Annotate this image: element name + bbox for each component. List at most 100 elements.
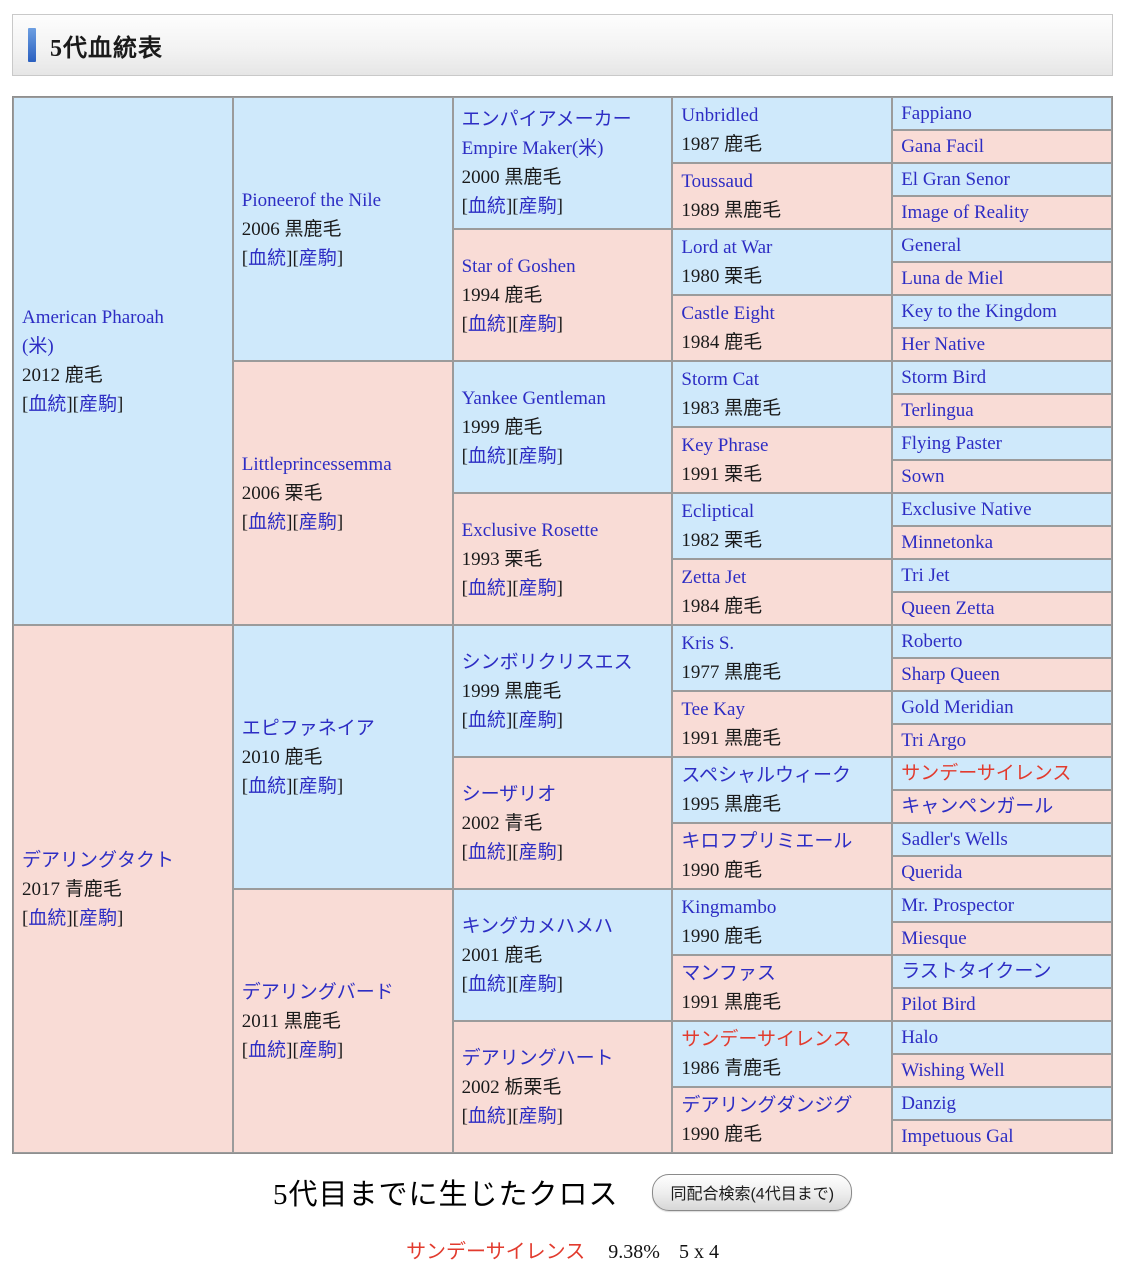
horse-name-link[interactable]: Luna de Miel [901, 268, 1004, 289]
birth-info: 2017 青鹿毛 [22, 878, 122, 900]
offspring-link[interactable]: 産駒 [298, 511, 337, 533]
horse-name-link[interactable]: スペシャルウィーク [681, 765, 852, 786]
horse-name-link[interactable]: Terlingua [901, 400, 974, 421]
horse-name-link[interactable]: エンパイアメーカー Empire Maker(米) [461, 109, 632, 159]
horse-name-link[interactable]: Tee Kay [681, 699, 745, 720]
horse-name-link[interactable]: Minnetonka [901, 532, 994, 553]
horse-name-link[interactable]: Image of Reality [901, 202, 1029, 223]
cross-heading: 5代目までに生じたクロス [272, 1179, 619, 1211]
offspring-link[interactable]: 産駒 [518, 313, 557, 335]
offspring-link[interactable]: 産駒 [79, 394, 118, 415]
bloodline-link[interactable]: 血統 [467, 313, 506, 335]
same-mating-search-button[interactable]: 同配合検索(4代目まで) [652, 1173, 853, 1211]
horse-name-link[interactable]: Pilot Bird [901, 994, 976, 1015]
pedigree-cell-g5-24: Querida [892, 856, 1112, 889]
horse-name-link[interactable]: Halo [901, 1027, 939, 1048]
horse-name-link[interactable]: Tri Jet [901, 565, 950, 586]
horse-name-link[interactable]: Pioneerof the Nile [241, 189, 382, 211]
horse-name-link[interactable]: El Gran Senor [901, 169, 1010, 190]
horse-name-link[interactable]: Miesque [901, 928, 967, 949]
horse-name-link[interactable]: Yankee Gentleman [461, 387, 606, 409]
bloodline-link[interactable]: 血統 [467, 709, 506, 731]
cell-links: [血統][産駒] [461, 445, 563, 467]
horse-name-link[interactable]: Exclusive Native [901, 499, 1032, 520]
bloodline-link[interactable]: 血統 [467, 196, 506, 217]
offspring-link[interactable]: 産駒 [79, 907, 118, 929]
horse-name-link[interactable]: Querida [901, 862, 963, 883]
horse-name-link[interactable]: Fappiano [901, 103, 972, 124]
horse-name-link[interactable]: Tri Argo [901, 730, 967, 751]
bloodline-link[interactable]: 血統 [248, 775, 287, 797]
bloodline-link[interactable]: 血統 [467, 1105, 506, 1127]
bloodline-link[interactable]: 血統 [248, 511, 287, 533]
horse-name-link[interactable]: Her Native [901, 334, 986, 355]
horse-name-link[interactable]: Mr. Prospector [901, 895, 1015, 916]
bloodline-link[interactable]: 血統 [28, 907, 67, 929]
horse-name-link[interactable]: シーザリオ [461, 783, 557, 805]
horse-name-link[interactable]: Ecliptical [681, 501, 755, 522]
birth-info: 1982 栗毛 [681, 530, 763, 551]
bloodline-link[interactable]: 血統 [248, 247, 287, 269]
horse-name-link[interactable]: マンファス [681, 963, 776, 984]
horse-name-link[interactable]: サンデーサイレンス [681, 1029, 852, 1050]
offspring-link[interactable]: 産駒 [518, 1105, 557, 1127]
horse-name-link[interactable]: Castle Eight [681, 303, 775, 324]
offspring-link[interactable]: 産駒 [518, 196, 557, 217]
horse-name-link[interactable]: キャンペンガール [901, 796, 1054, 817]
horse-name-link[interactable]: Lord at War [681, 237, 773, 258]
horse-name-link[interactable]: サンデーサイレンス [901, 763, 1072, 784]
horse-name-link[interactable]: Kris S. [681, 633, 735, 654]
horse-name-link[interactable]: Exclusive Rosette [461, 519, 599, 541]
bloodline-link[interactable]: 血統 [467, 973, 506, 995]
horse-name-link[interactable]: Zetta Jet [681, 567, 747, 588]
horse-name-link[interactable]: Key Phrase [681, 435, 769, 456]
horse-name-link[interactable]: デアリングダンジグ [681, 1095, 853, 1116]
bloodline-link[interactable]: 血統 [28, 394, 67, 415]
horse-name-link[interactable]: Kingmambo [681, 897, 777, 918]
horse-name-link[interactable]: Gold Meridian [901, 697, 1014, 718]
horse-name-link[interactable]: Sown [901, 466, 945, 487]
horse-name-link[interactable]: Littleprincessemma [241, 453, 392, 475]
pedigree-cell-g5-11: Flying Paster [892, 427, 1112, 460]
offspring-link[interactable]: 産駒 [518, 973, 557, 995]
horse-name-link[interactable]: Sadler's Wells [901, 829, 1008, 850]
offspring-link[interactable]: 産駒 [518, 709, 557, 731]
offspring-link[interactable]: 産駒 [298, 247, 337, 269]
offspring-link[interactable]: 産駒 [298, 1039, 337, 1061]
horse-name-link[interactable]: Impetuous Gal [901, 1126, 1014, 1147]
horse-name-link[interactable]: デアリングタクト [22, 849, 175, 871]
horse-name-link[interactable]: General [901, 235, 962, 256]
offspring-link[interactable]: 産駒 [518, 445, 557, 467]
horse-name-link[interactable]: Roberto [901, 631, 963, 652]
horse-name-link[interactable]: デアリングバード [241, 981, 394, 1003]
horse-name-link[interactable]: Storm Bird [901, 367, 987, 388]
horse-name-link[interactable]: キロフプリミエール [681, 831, 853, 852]
horse-name-link[interactable]: Unbridled [681, 105, 759, 126]
horse-name-link[interactable]: エピファネイア [241, 717, 375, 739]
horse-name-link[interactable]: Danzig [901, 1093, 957, 1114]
horse-name-link[interactable]: シンボリクリスエス [461, 651, 633, 673]
birth-info: 1991 黒鹿毛 [681, 992, 782, 1013]
horse-name-link[interactable]: Wishing Well [901, 1060, 1005, 1081]
bloodline-link[interactable]: 血統 [467, 577, 506, 599]
horse-name-link[interactable]: ラストタイクーン [901, 961, 1052, 982]
horse-name-link[interactable]: Gana Facil [901, 136, 985, 157]
horse-name-link[interactable]: キングカメハメハ [461, 915, 614, 937]
offspring-link[interactable]: 産駒 [518, 577, 557, 599]
horse-name-link[interactable]: デアリングハート [461, 1047, 614, 1069]
horse-name-link[interactable]: Queen Zetta [901, 598, 995, 619]
horse-name-link[interactable]: Sharp Queen [901, 664, 1000, 685]
horse-name-link[interactable]: American Pharoah (米) [22, 307, 164, 357]
offspring-link[interactable]: 産駒 [518, 841, 557, 863]
offspring-link[interactable]: 産駒 [298, 775, 337, 797]
horse-name-link[interactable]: Toussaud [681, 171, 753, 192]
bloodline-link[interactable]: 血統 [248, 1039, 287, 1061]
horse-name-link[interactable]: Flying Paster [901, 433, 1002, 454]
bloodline-link[interactable]: 血統 [467, 841, 506, 863]
horse-name-link[interactable]: Key to the Kingdom [901, 301, 1057, 322]
horse-name-link[interactable]: Star of Goshen [461, 255, 576, 277]
pedigree-table-body: American Pharoah (米) 2012 鹿毛 [血統][産駒] Pione… [13, 97, 1112, 1153]
bloodline-link[interactable]: 血統 [467, 445, 506, 467]
pedigree-cell-g1-2: デアリングタクト 2017 青鹿毛 [血統][産駒] [13, 625, 233, 1153]
horse-name-link[interactable]: Storm Cat [681, 369, 759, 390]
